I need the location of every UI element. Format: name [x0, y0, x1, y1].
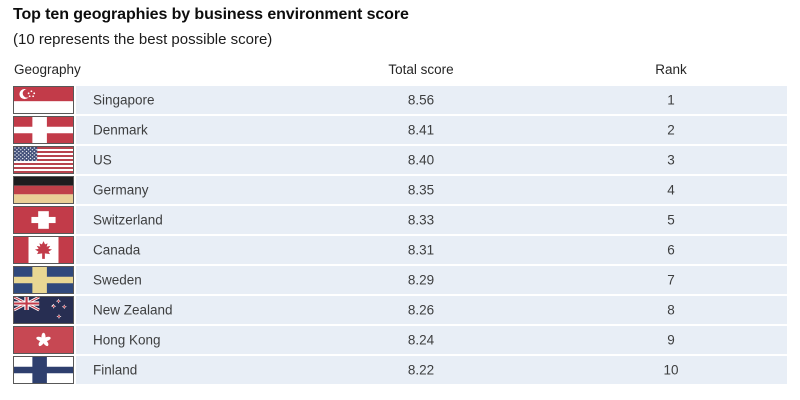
country-label: New Zealand	[93, 302, 173, 318]
rank-value: 6	[667, 242, 675, 258]
rank-value: 9	[667, 332, 675, 348]
table-row-body: US 8.40 3	[76, 146, 787, 174]
table-row: Singapore 8.56 1	[13, 86, 787, 114]
rank-value: 7	[667, 272, 675, 288]
table-row: Germany 8.35 4	[13, 176, 787, 204]
rank-value: 4	[667, 182, 675, 198]
table-row-body: Finland 8.22 10	[76, 356, 787, 384]
hong-kong-flag-icon	[13, 326, 74, 354]
column-header-total-score: Total score	[388, 62, 454, 77]
new-zealand-flag-icon	[13, 296, 74, 324]
rank-value: 10	[663, 362, 679, 378]
singapore-flag-icon	[13, 86, 74, 114]
table-row-body: Singapore 8.56 1	[76, 86, 787, 114]
germany-flag-icon	[13, 176, 74, 204]
column-header-rank: Rank	[655, 62, 687, 77]
rank-value: 2	[667, 122, 675, 138]
score-value: 8.24	[407, 332, 435, 348]
table-row: Sweden 8.29 7	[13, 266, 787, 294]
country-label: Hong Kong	[93, 332, 161, 348]
country-label: Germany	[93, 182, 149, 198]
us-flag-icon	[13, 146, 74, 174]
score-value: 8.41	[407, 122, 435, 138]
country-label: Switzerland	[93, 212, 163, 228]
score-value: 8.29	[407, 272, 435, 288]
rank-value: 1	[667, 92, 675, 108]
switzerland-flag-icon	[13, 206, 74, 234]
table-row: Canada 8.31 6	[13, 236, 787, 264]
page-title: Top ten geographies by business environm…	[13, 6, 409, 23]
rank-value: 5	[667, 212, 675, 228]
table-row: US 8.40 3	[13, 146, 787, 174]
country-label: Canada	[93, 242, 141, 258]
table-row: Finland 8.22 10	[13, 356, 787, 384]
canada-flag-icon	[13, 236, 74, 264]
denmark-flag-icon	[13, 116, 74, 144]
score-value: 8.33	[407, 212, 435, 228]
finland-flag-icon	[13, 356, 74, 384]
sweden-flag-icon	[13, 266, 74, 294]
table-header: Geography Total score Rank	[13, 60, 787, 80]
table-row: Denmark 8.41 2	[13, 116, 787, 144]
table-row-body: New Zealand 8.26 8	[76, 296, 787, 324]
rank-value: 3	[667, 152, 675, 168]
table-row-body: Denmark 8.41 2	[76, 116, 787, 144]
column-header-geography: Geography	[14, 62, 81, 77]
score-value: 8.22	[407, 362, 435, 378]
country-label: Finland	[93, 362, 138, 378]
country-label: Singapore	[93, 92, 155, 108]
page-subtitle: (10 represents the best possible score)	[13, 31, 273, 48]
table-row-body: Switzerland 8.33 5	[76, 206, 787, 234]
table-row-body: Germany 8.35 4	[76, 176, 787, 204]
country-label: US	[93, 152, 112, 168]
country-label: Denmark	[93, 122, 148, 138]
table-row: New Zealand 8.26 8	[13, 296, 787, 324]
table-body: Singapore 8.56 1 Denmark 8.41 2	[13, 86, 787, 384]
score-value: 8.40	[407, 152, 435, 168]
rank-value: 8	[667, 302, 675, 318]
table-row-body: Sweden 8.29 7	[76, 266, 787, 294]
table-row: Switzerland 8.33 5	[13, 206, 787, 234]
business-environment-table: Top ten geographies by business environm…	[13, 6, 787, 384]
table-row-body: Hong Kong 8.24 9	[76, 326, 787, 354]
score-value: 8.31	[407, 242, 435, 258]
country-label: Sweden	[93, 272, 142, 288]
table-row: Hong Kong 8.24 9	[13, 326, 787, 354]
score-value: 8.35	[407, 182, 435, 198]
score-value: 8.26	[407, 302, 435, 318]
table-row-body: Canada 8.31 6	[76, 236, 787, 264]
score-value: 8.56	[407, 92, 435, 108]
